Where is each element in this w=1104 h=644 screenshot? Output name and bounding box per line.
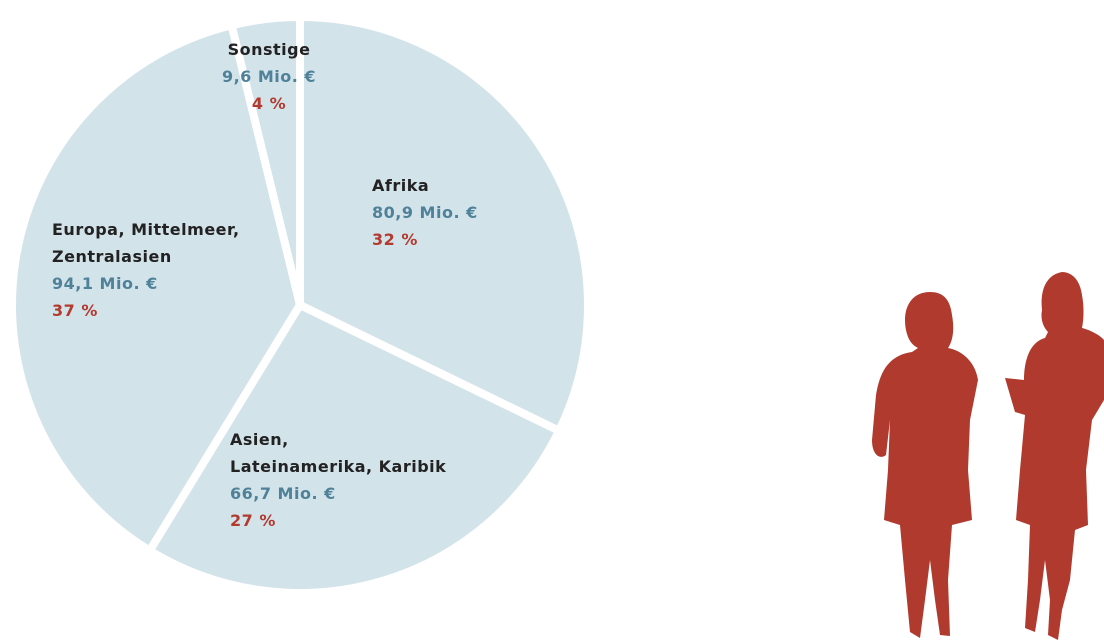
share-label: 37 %	[52, 301, 98, 320]
woman-right	[1005, 272, 1104, 640]
share-label: 27 %	[230, 511, 276, 530]
share-label: 4 %	[251, 94, 287, 113]
pie-slice	[296, 13, 592, 435]
slice-label: Afrika 80,9 Mio. € 32 %	[372, 172, 478, 253]
slice-label: Sonstige 9,6 Mio. € 4 %	[204, 36, 334, 117]
value-label: 9,6 Mio. €	[221, 67, 317, 86]
slice-label: Asien, Lateinamerika, Karibik 66,7 Mio. €…	[230, 426, 446, 534]
share-label: 32 %	[372, 230, 418, 249]
slice-label: Europa, Mittelmeer, Zentralasien 94,1 Mio…	[52, 216, 240, 324]
value-label: 80,9 Mio. €	[372, 203, 478, 222]
category-label: Europa, Mittelmeer, Zentralasien	[52, 220, 240, 266]
category-label: Afrika	[372, 176, 430, 195]
pie-slice	[145, 301, 564, 597]
value-label: 66,7 Mio. €	[230, 484, 336, 503]
category-label: Asien, Lateinamerika, Karibik	[230, 430, 447, 476]
woman-left	[872, 292, 978, 638]
silhouettes	[872, 272, 1104, 640]
value-label: 94,1 Mio. €	[52, 274, 158, 293]
category-label: Sonstige	[227, 40, 311, 59]
